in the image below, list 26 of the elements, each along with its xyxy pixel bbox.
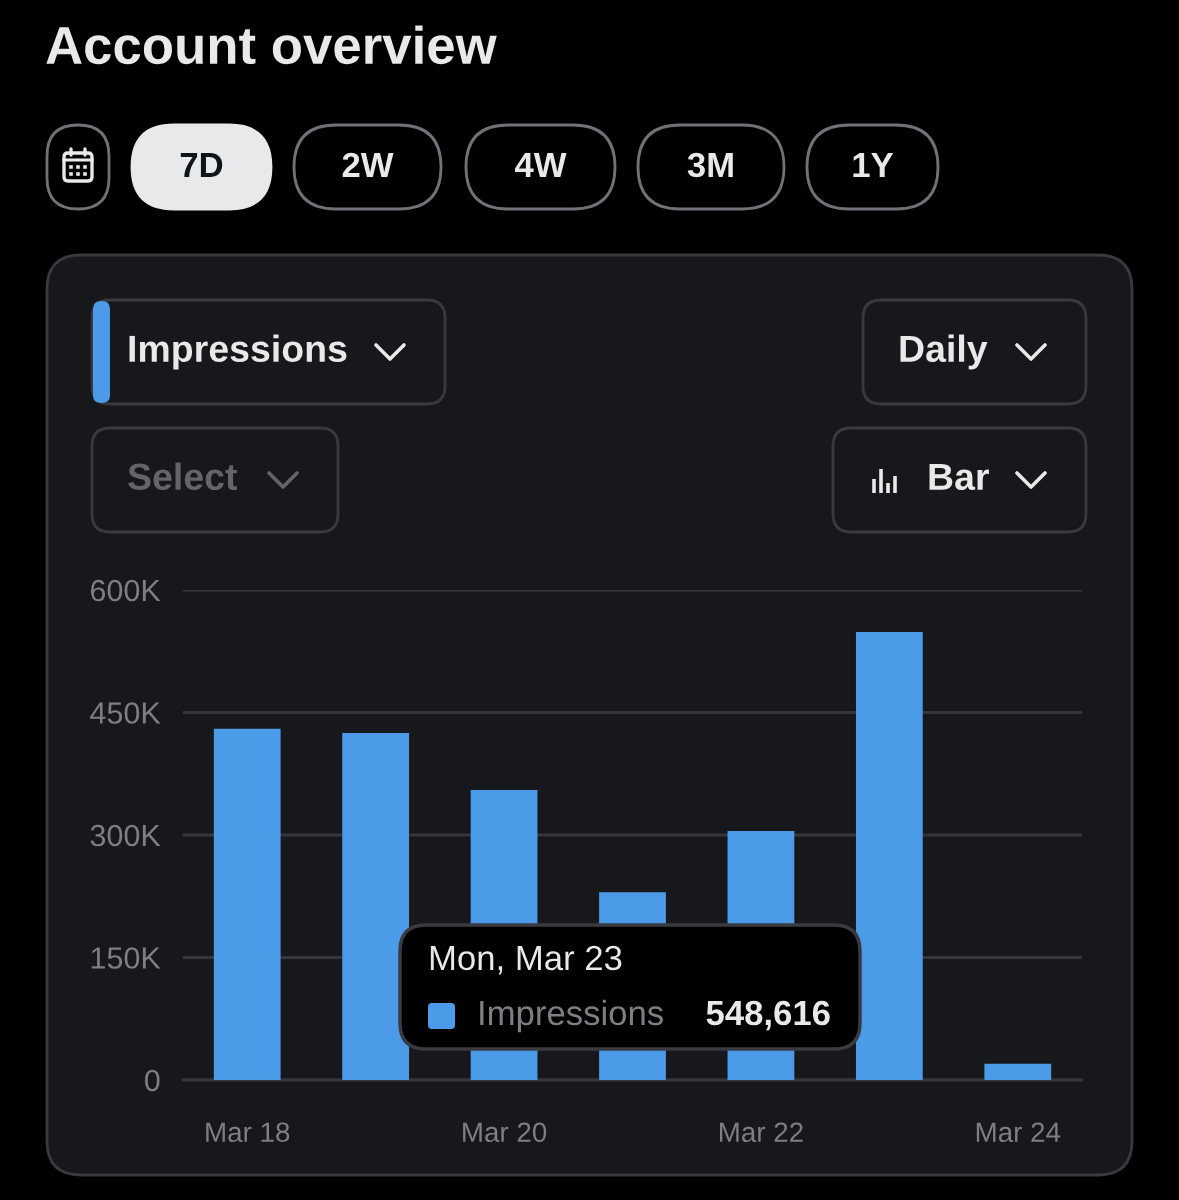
text: Select [128, 462, 238, 491]
chart-title: Account overview [46, 25, 497, 65]
text: 1Y [853, 153, 894, 177]
x-tick-label: Mar 18 [206, 1122, 290, 1143]
y-tick-label: 450K [90, 702, 161, 724]
bar [855, 631, 923, 1080]
annotation: Mon, Mar 23 [430, 945, 622, 975]
y-tick-label: 0 [144, 1069, 160, 1092]
legend-label: Impressions [480, 999, 663, 1033]
text: 7D [180, 153, 223, 177]
x-tick-label: Mar 24 [976, 1122, 1061, 1143]
text: Bar [929, 463, 989, 491]
y-tick-label: 600K [90, 579, 161, 602]
text: Daily [900, 334, 988, 370]
text: 3M [687, 152, 733, 178]
y-tick-label: 300K [90, 824, 161, 847]
bar [342, 732, 410, 1080]
text: 4W [514, 153, 567, 177]
text: Impressions [129, 334, 347, 370]
y-tick-label: 150K [91, 947, 161, 969]
x-tick-label: Mar 22 [719, 1122, 803, 1143]
bar [213, 728, 281, 1080]
bar [984, 1063, 1052, 1080]
x-tick-label: Mar 20 [463, 1122, 547, 1143]
annotation: 548,616 [706, 1000, 830, 1031]
text: 2W [342, 152, 394, 177]
